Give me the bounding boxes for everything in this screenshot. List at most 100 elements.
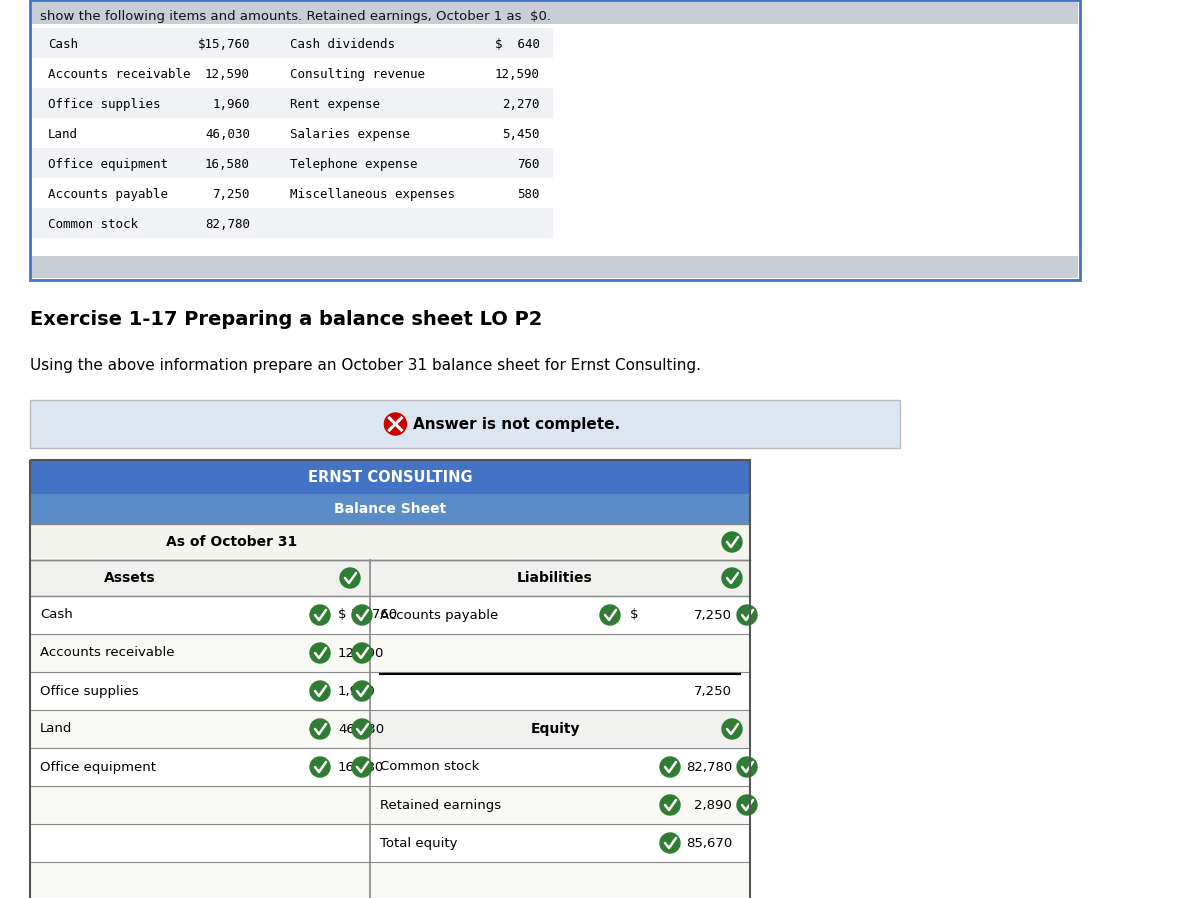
Circle shape [600, 605, 620, 625]
Text: Consulting revenue: Consulting revenue [290, 68, 425, 81]
Circle shape [352, 605, 372, 625]
Bar [32, 256, 1078, 278]
Text: Office equipment: Office equipment [40, 761, 156, 773]
Text: 5,450: 5,450 [503, 128, 540, 141]
Text: 82,780: 82,780 [205, 218, 250, 231]
Circle shape [310, 757, 330, 777]
Bar [30, 710, 750, 748]
Text: 7,250: 7,250 [212, 188, 250, 201]
Circle shape [340, 568, 360, 588]
Text: Telephone expense: Telephone expense [290, 158, 418, 171]
Bar [30, 596, 750, 634]
Text: 46,030: 46,030 [338, 723, 384, 735]
Circle shape [737, 605, 757, 625]
Bar [30, 460, 750, 494]
Circle shape [722, 568, 742, 588]
Text: Accounts receivable: Accounts receivable [48, 68, 191, 81]
Circle shape [660, 833, 680, 853]
Text: Cash: Cash [48, 38, 78, 51]
Bar [32, 28, 553, 58]
Bar [32, 208, 553, 238]
Text: Office supplies: Office supplies [48, 98, 161, 111]
Text: 16,580: 16,580 [338, 761, 384, 773]
Text: ERNST CONSULTING: ERNST CONSULTING [307, 470, 473, 485]
Text: 82,780: 82,780 [685, 761, 732, 773]
Text: Cash: Cash [40, 609, 73, 621]
Text: $  640: $ 640 [496, 38, 540, 51]
Text: Using the above information prepare an October 31 balance sheet for Ernst Consul: Using the above information prepare an O… [30, 358, 701, 373]
Bar [30, 786, 750, 824]
Text: $ 15,760: $ 15,760 [338, 609, 397, 621]
Text: 1,960: 1,960 [338, 684, 376, 698]
Text: 46,030: 46,030 [205, 128, 250, 141]
Text: Common stock: Common stock [380, 761, 479, 773]
Circle shape [737, 795, 757, 815]
Text: Equity: Equity [530, 722, 580, 736]
Circle shape [352, 643, 372, 663]
Circle shape [722, 719, 742, 739]
Circle shape [310, 681, 330, 701]
Text: 7,250: 7,250 [694, 609, 732, 621]
Text: Rent expense: Rent expense [290, 98, 380, 111]
Bar [371, 711, 749, 747]
Text: Common stock: Common stock [48, 218, 138, 231]
Text: 12,590: 12,590 [338, 647, 384, 659]
Text: Land: Land [40, 723, 72, 735]
Text: Office equipment: Office equipment [48, 158, 168, 171]
Text: Assets: Assets [104, 571, 156, 585]
Text: Accounts payable: Accounts payable [48, 188, 168, 201]
Bar [32, 88, 553, 118]
Bar [30, 524, 750, 560]
Bar [30, 862, 750, 898]
Text: Exercise 1-17 Preparing a balance sheet LO P2: Exercise 1-17 Preparing a balance sheet … [30, 310, 542, 329]
Circle shape [737, 757, 757, 777]
Text: 12,590: 12,590 [496, 68, 540, 81]
Text: 16,580: 16,580 [205, 158, 250, 171]
Text: As of October 31: As of October 31 [166, 535, 298, 549]
Bar [30, 634, 750, 672]
Bar [32, 2, 1078, 24]
Text: show the following items and amounts. Retained earnings, October 1 as  $0.: show the following items and amounts. Re… [40, 10, 551, 23]
Text: 2,890: 2,890 [695, 798, 732, 812]
Text: Miscellaneous expenses: Miscellaneous expenses [290, 188, 455, 201]
Text: 1,960: 1,960 [212, 98, 250, 111]
Circle shape [384, 413, 407, 435]
Bar [30, 560, 750, 596]
Text: 12,590: 12,590 [205, 68, 250, 81]
Bar [30, 748, 750, 786]
Text: Total equity: Total equity [380, 837, 457, 850]
Circle shape [722, 532, 742, 552]
Circle shape [310, 719, 330, 739]
Bar [30, 672, 750, 710]
Text: 760: 760 [517, 158, 540, 171]
Bar [30, 494, 750, 524]
Text: Answer is not complete.: Answer is not complete. [413, 417, 620, 432]
Circle shape [352, 719, 372, 739]
Circle shape [310, 605, 330, 625]
Text: Accounts receivable: Accounts receivable [40, 647, 174, 659]
Text: 580: 580 [517, 188, 540, 201]
Text: 85,670: 85,670 [685, 837, 732, 850]
Bar [32, 148, 553, 178]
Circle shape [352, 757, 372, 777]
Circle shape [310, 643, 330, 663]
Text: 2,270: 2,270 [503, 98, 540, 111]
Circle shape [352, 681, 372, 701]
Text: Office supplies: Office supplies [40, 684, 139, 698]
Text: Land: Land [48, 128, 78, 141]
Bar [30, 400, 900, 448]
Circle shape [660, 757, 680, 777]
Bar [30, 0, 1080, 280]
Bar [30, 460, 750, 898]
Text: $: $ [630, 609, 638, 621]
Text: 7,250: 7,250 [694, 684, 732, 698]
Text: Salaries expense: Salaries expense [290, 128, 410, 141]
Text: Retained earnings: Retained earnings [380, 798, 502, 812]
Text: Balance Sheet: Balance Sheet [334, 502, 446, 516]
Text: $15,760: $15,760 [198, 38, 250, 51]
Text: Liabilities: Liabilities [517, 571, 593, 585]
Bar [30, 824, 750, 862]
Circle shape [660, 795, 680, 815]
Text: Cash dividends: Cash dividends [290, 38, 395, 51]
Text: Accounts payable: Accounts payable [380, 609, 498, 621]
